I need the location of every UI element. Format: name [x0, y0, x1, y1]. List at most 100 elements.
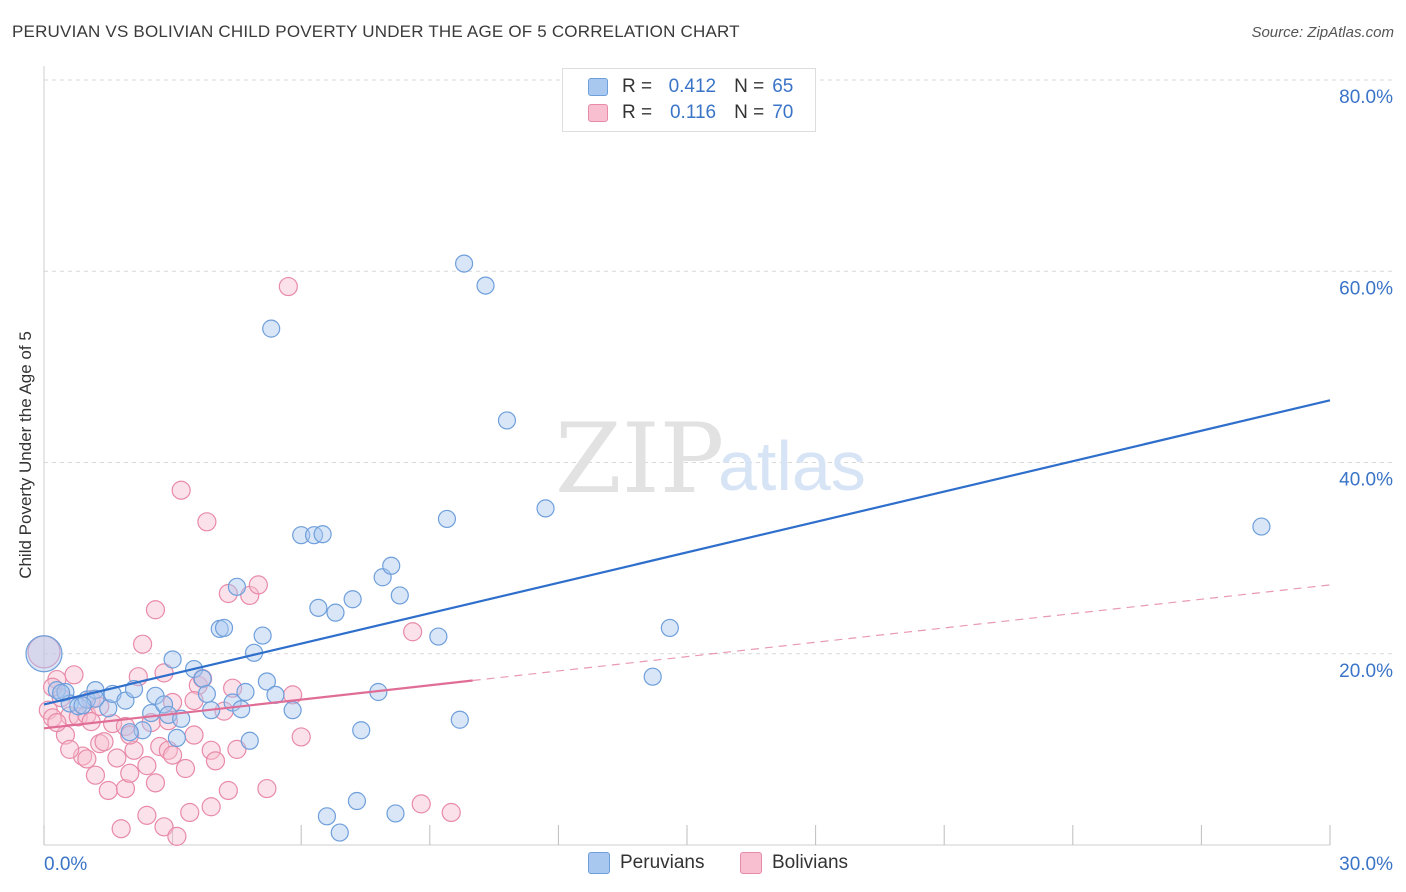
legend-n-value-bolivians: 70 [772, 102, 794, 123]
legend-n-label: N = [734, 102, 765, 123]
peruvian-point [262, 319, 281, 338]
bolivian-point [257, 778, 277, 799]
peruvian-point [643, 667, 662, 686]
y-tick-label: 40.0% [1339, 470, 1393, 491]
legend-r-label: R = [622, 76, 653, 97]
peruvian-point [283, 701, 302, 720]
bottom-legend-swatch-peruvians [588, 852, 610, 874]
bolivian-point [180, 802, 200, 823]
bolivian-point [115, 778, 136, 799]
x-tick-label: 0.0% [44, 854, 87, 875]
bolivian-point [197, 512, 217, 532]
bolivian-point [154, 817, 174, 837]
peruvian-point [390, 586, 409, 605]
legend-r-value-peruvians: 0.412 [668, 76, 717, 97]
peruvian-point [429, 627, 448, 646]
peruvian-point [1252, 517, 1271, 536]
y-tick-label: 60.0% [1339, 278, 1393, 299]
y-axis-label: Child Poverty Under the Age of 5 [16, 331, 35, 579]
bolivian-point [201, 740, 221, 760]
bottom-legend-label-bolivians: Bolivians [772, 852, 849, 873]
bolivian-point [201, 797, 221, 817]
bottom-legend-swatch-bolivians [740, 852, 762, 874]
peruvian-point [660, 618, 679, 638]
bottom-legend-bolivians: Bolivians [740, 852, 848, 874]
bolivian-point [441, 802, 461, 823]
bolivian-point [60, 739, 80, 759]
bolivian-trend-line [43, 679, 473, 730]
legend-n-label: N = [734, 76, 765, 97]
x-tick-labels: 0.0% 30.0% [44, 854, 1393, 875]
watermark-atlas: atlas [718, 427, 866, 505]
peruvian-point [25, 635, 63, 673]
bolivian-trend-line-extension [472, 584, 1331, 682]
bolivian-point [124, 740, 144, 760]
bolivian-point [175, 758, 196, 779]
peruvian-point [309, 598, 328, 617]
x-tick-label: 30.0% [1339, 854, 1393, 875]
legend-swatch-bolivians [588, 104, 608, 122]
bolivian-point [167, 826, 187, 846]
bolivian-point [163, 745, 183, 765]
peruvian-point [214, 618, 234, 638]
y-tick-label: 20.0% [1339, 661, 1393, 682]
bolivian-point [98, 780, 118, 801]
peruvian-trend-line [43, 399, 1331, 706]
bolivian-point [111, 819, 131, 839]
peruvian-point [454, 254, 474, 273]
peruvian-point [386, 804, 405, 823]
y-axis-label-wrap: Child Poverty Under the Age of 5 [16, 0, 40, 892]
bolivian-point [107, 748, 127, 768]
bolivian-point [218, 780, 238, 801]
chart-source: Source: ZipAtlas.com [1251, 24, 1394, 41]
bolivian-point [145, 600, 166, 620]
peruvian-point [326, 603, 345, 622]
bolivian-point [85, 765, 106, 785]
bolivian-point [77, 749, 97, 769]
bolivian-point [120, 763, 140, 783]
bolivian-point [145, 773, 166, 793]
bolivian-point [47, 712, 67, 733]
legend-row-peruvians: R = 0.412 N = 65 [588, 75, 793, 99]
peruvian-point [197, 684, 216, 704]
bolivian-point [137, 805, 157, 825]
watermark: ZIP atlas [555, 403, 866, 515]
legend: R = 0.412 N = 65 R = 0.116 N = 70 [562, 68, 816, 132]
bolivian-point [171, 480, 191, 500]
peruvian-point [167, 728, 186, 748]
bolivian-point [403, 622, 423, 642]
peruvian-point [536, 499, 555, 518]
x-axis-ticks [43, 825, 1331, 845]
bottom-legend-label-peruvians: Peruvians [620, 852, 705, 873]
bottom-legend: Peruvians Bolivians [0, 850, 1406, 878]
peruvian-point [99, 699, 118, 718]
bolivian-point [278, 276, 298, 297]
peruvian-point [317, 807, 337, 826]
bolivian-point [227, 739, 247, 759]
peruvian-point [437, 509, 457, 529]
peruvian-point [193, 669, 212, 688]
bolivian-point [248, 575, 268, 595]
peruvian-point [352, 721, 371, 740]
bolivian-point [94, 732, 114, 752]
bolivian-point [291, 727, 311, 747]
peruvian-point [73, 696, 92, 715]
bolivian-point [137, 756, 157, 776]
legend-swatch-peruvians [588, 78, 608, 96]
peruvian-point [253, 626, 272, 645]
peruvian-point [236, 682, 255, 702]
bolivian-point [64, 665, 84, 685]
y-tick-label: 80.0% [1339, 87, 1393, 108]
peruvian-point [154, 695, 174, 714]
peruvian-point [313, 525, 332, 544]
bolivian-point [184, 725, 204, 745]
peruvian-point [227, 577, 246, 596]
watermark-zip: ZIP [555, 403, 724, 515]
peruvian-point [240, 731, 259, 750]
legend-r-label: R = [622, 102, 653, 123]
legend-row-bolivians: R = 0.116 N = 70 [588, 101, 793, 125]
bolivian-point [411, 794, 431, 814]
legend-r-value-bolivians: 0.116 [669, 102, 717, 123]
bolivian-point [132, 634, 153, 654]
